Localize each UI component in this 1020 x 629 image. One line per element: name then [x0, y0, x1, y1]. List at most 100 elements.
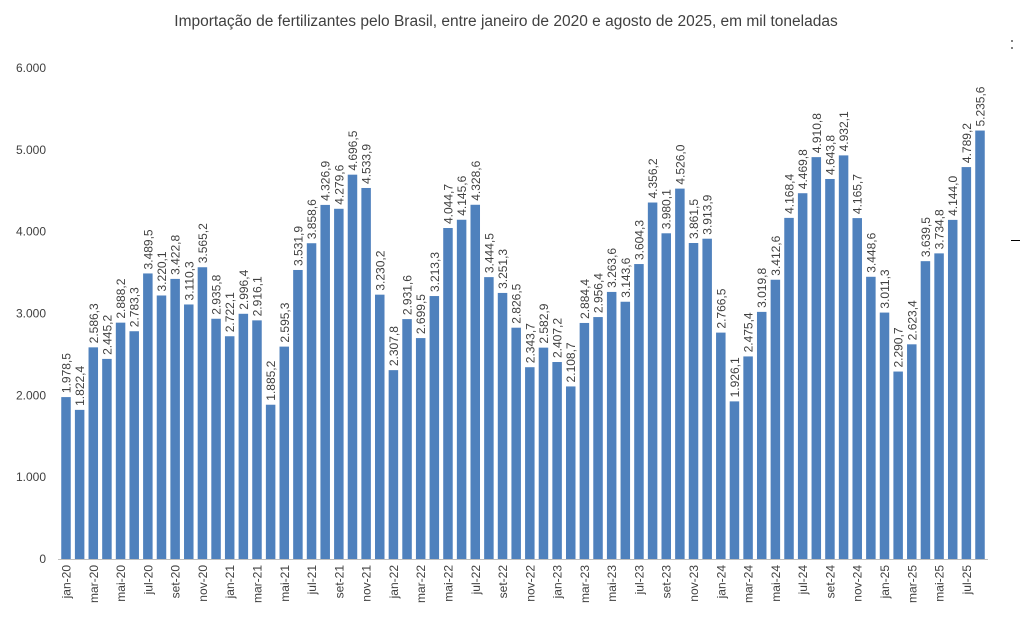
bar-set-22: [497, 292, 508, 559]
x-tick-label: mai-22: [441, 565, 455, 602]
data-label: 2.722,1: [223, 292, 237, 332]
data-label: 3.220,1: [155, 251, 169, 291]
bar-fev-24: [729, 401, 740, 559]
data-label: 3.980,1: [660, 189, 674, 229]
bar-ago-22: [484, 277, 494, 559]
bar-jan-20: [61, 397, 71, 559]
x-tick-label: jul-23: [632, 565, 646, 596]
data-label: 2.888,2: [114, 278, 128, 318]
data-label: 3.019,8: [755, 268, 769, 308]
bar-abr-21: [265, 404, 276, 559]
x-tick-label: jan-25: [878, 565, 892, 600]
x-tick-label: nov-22: [523, 565, 537, 602]
data-label: 2.623,4: [905, 300, 919, 340]
data-label: 3.263,6: [605, 248, 619, 288]
bar-nov-22: [525, 367, 535, 559]
x-tick-label: set-24: [823, 565, 837, 599]
data-label: 2.699,5: [414, 294, 428, 334]
bar-jun-21: [293, 269, 303, 559]
data-label: 4.932,1: [837, 111, 851, 151]
bar-jun-24: [784, 217, 794, 560]
data-label: 4.696,5: [346, 130, 360, 170]
bar-mai-22: [443, 228, 453, 559]
bar-nov-21: [361, 187, 371, 560]
y-tick-label: 1.000: [16, 470, 46, 484]
x-tick-label: jul-21: [305, 565, 319, 596]
data-label: 1.926,1: [728, 357, 742, 397]
data-label: 2.307,8: [387, 326, 401, 366]
y-tick-label: 5.000: [16, 143, 46, 157]
data-label: 2.996,4: [237, 269, 251, 309]
data-label: 2.407,2: [551, 318, 565, 358]
data-label: 5.235,6: [974, 86, 988, 126]
bar-jul-21: [306, 243, 317, 559]
bar-jun-23: [620, 301, 631, 559]
x-tick-label: mar-20: [87, 565, 101, 603]
data-label: 3.639,5: [919, 217, 933, 257]
data-label: 4.144,0: [946, 176, 960, 216]
data-label: 2.595,3: [278, 302, 292, 342]
bar-mar-22: [415, 338, 426, 559]
data-label: 2.826,5: [510, 283, 524, 323]
bar-mai-24: [770, 279, 781, 559]
data-label: 3.489,5: [141, 229, 155, 269]
bar-mai-23: [606, 291, 617, 559]
bar-set-24: [825, 178, 835, 559]
x-tick-label: jul-25: [960, 565, 974, 596]
x-tick-label: nov-24: [851, 565, 865, 602]
bar-jun-22: [456, 219, 467, 559]
data-label: 3.604,3: [632, 220, 646, 260]
bar-jul-20: [143, 273, 153, 559]
data-label: 2.108,7: [564, 342, 578, 382]
x-tick-label: jan-22: [387, 565, 401, 600]
bar-nov-20: [197, 267, 208, 559]
x-tick-label: mar-24: [742, 565, 756, 603]
data-label: 4.789,2: [960, 123, 974, 163]
data-label: 3.531,9: [291, 226, 305, 266]
bar-dez-24: [866, 276, 876, 559]
x-tick-label: jul-22: [469, 565, 483, 596]
bar-jun-20: [129, 331, 139, 559]
x-tick-label: mar-25: [905, 565, 919, 603]
data-label: 3.913,9: [701, 194, 715, 234]
data-label: 3.565,2: [196, 223, 210, 263]
bar-jan-24: [716, 332, 726, 559]
data-label: 4.145,6: [455, 175, 469, 215]
bar-mar-21: [252, 320, 262, 559]
bar-fev-22: [402, 319, 412, 559]
bar-dez-20: [211, 318, 221, 559]
bar-fev-20: [74, 409, 85, 559]
bar-jul-24: [797, 193, 808, 559]
y-axis: 0 1.000 2.000 3.000 4.000 5.000 6.000: [16, 61, 46, 566]
bar-dez-21: [375, 294, 385, 559]
x-tick-label: mar-23: [578, 565, 592, 603]
x-tick-label: nov-23: [687, 565, 701, 602]
bar-abr-22: [429, 296, 440, 559]
data-label: 3.448,6: [864, 232, 878, 272]
bar-jan-21: [224, 336, 235, 559]
data-label: 3.444,5: [482, 233, 496, 273]
chart-title: Importação de fertilizantes pelo Brasil,…: [174, 13, 838, 30]
data-label: 2.582,9: [537, 303, 551, 343]
data-label: 3.422,8: [169, 235, 183, 275]
data-label: 2.343,7: [523, 323, 537, 363]
x-tick-label: jul-20: [141, 565, 155, 596]
y-tick-label: 0: [39, 552, 46, 566]
bar-out-21: [347, 174, 358, 560]
bar-jul-23: [634, 264, 644, 559]
x-tick-label: jul-24: [796, 565, 810, 596]
bar-out-22: [511, 327, 521, 559]
data-label: 4.643,8: [823, 135, 837, 175]
x-axis: jan-20 mar-20 mai-20 jul-20 set-20 nov-20 jan-…: [60, 565, 974, 603]
bar-dez-22: [538, 347, 549, 559]
bars: [61, 130, 985, 560]
bar-out-20: [184, 304, 194, 559]
bar-fev-25: [893, 371, 903, 559]
data-label: 1.978,5: [60, 353, 74, 393]
data-label: 2.766,5: [714, 288, 728, 328]
y-tick-label: 2.000: [16, 388, 46, 402]
x-tick-label: mar-21: [250, 565, 264, 603]
bar-mar-23: [579, 322, 590, 559]
data-label: 2.445,2: [100, 315, 114, 355]
